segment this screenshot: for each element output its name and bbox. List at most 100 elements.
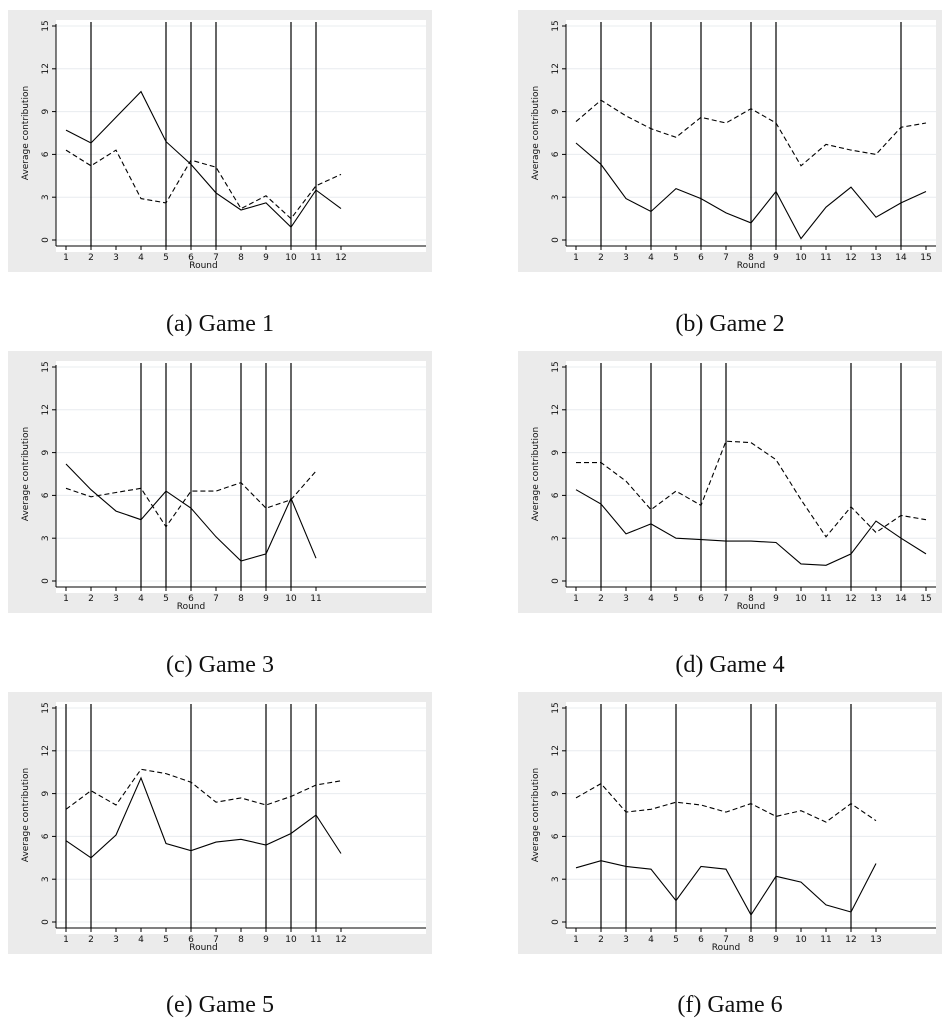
y-axis-title: Average contribution	[531, 86, 541, 180]
solid-series-line	[575, 142, 927, 240]
y-tick-label: 6	[551, 492, 561, 498]
x-tick-label: 4	[648, 935, 654, 945]
x-tick-label: 13	[870, 253, 881, 263]
chart-panel: 0 3 6 9 12 15 1 2 3 4 5 6 7 8 9 10 11 12 13 14 15 Round Averag…	[518, 351, 942, 613]
x-tick-label: 14	[895, 253, 907, 263]
y-tick-label: 6	[41, 151, 51, 157]
x-tick-label: 3	[623, 253, 629, 263]
x-axis-title: Round	[177, 602, 205, 612]
plot-area	[56, 20, 426, 252]
x-tick-label: 4	[138, 935, 144, 945]
x-tick-label: 10	[795, 935, 807, 945]
chart-caption: (e) Game 5	[166, 992, 274, 1018]
x-tick-label: 6	[698, 594, 704, 604]
x-tick-label: 3	[623, 594, 629, 604]
y-tick-label: 0	[551, 578, 561, 584]
x-tick-label: 5	[673, 935, 679, 945]
y-tick-label: 15	[551, 702, 561, 713]
x-tick-label: 10	[795, 594, 807, 604]
dashed-series-line	[575, 99, 927, 167]
x-tick-label: 4	[648, 253, 654, 263]
x-tick-label: 8	[748, 935, 754, 945]
x-tick-label: 4	[138, 253, 144, 263]
x-tick-label: 1	[63, 935, 69, 945]
y-tick-label: 15	[41, 702, 51, 713]
x-tick-label: 11	[310, 935, 321, 945]
y-axis-title: Average contribution	[21, 768, 31, 862]
x-tick-label: 10	[285, 594, 297, 604]
x-tick-label: 9	[773, 935, 779, 945]
x-tick-label: 5	[163, 253, 169, 263]
x-tick-label: 10	[795, 253, 807, 263]
x-tick-label: 8	[238, 253, 244, 263]
y-tick-label: 0	[41, 578, 51, 584]
y-tick-label: 15	[551, 20, 561, 31]
y-axis-title: Average contribution	[21, 427, 31, 521]
y-tick-label: 3	[41, 876, 51, 882]
x-tick-label: 8	[238, 594, 244, 604]
x-tick-label: 5	[673, 253, 679, 263]
y-tick-label: 0	[551, 919, 561, 925]
x-tick-label: 12	[845, 935, 856, 945]
chart-panel: 0 3 6 9 12 15 1 2 3 4 5 6 7 8 9 10 11 Round Average contri…	[8, 351, 432, 613]
x-tick-label: 11	[820, 935, 831, 945]
x-tick-label: 10	[285, 253, 297, 263]
y-tick-label: 3	[41, 194, 51, 200]
x-axis-title: Round	[712, 943, 740, 953]
x-tick-label: 15	[920, 594, 931, 604]
solid-series-line	[65, 463, 317, 562]
x-tick-label: 14	[895, 594, 907, 604]
x-tick-label: 12	[845, 594, 856, 604]
y-tick-label: 12	[551, 63, 561, 74]
x-tick-label: 7	[723, 935, 729, 945]
x-tick-label: 8	[748, 253, 754, 263]
x-tick-label: 2	[88, 253, 94, 263]
solid-series-line	[65, 776, 342, 859]
x-tick-label: 1	[573, 594, 579, 604]
dashed-series-line	[65, 149, 342, 220]
x-axis-title: Round	[189, 261, 217, 271]
x-tick-label: 12	[845, 253, 856, 263]
x-tick-label: 5	[163, 594, 169, 604]
solid-series-line	[575, 489, 927, 566]
y-tick-label: 12	[551, 404, 561, 415]
y-tick-label: 9	[41, 108, 51, 114]
y-tick-label: 0	[551, 237, 561, 243]
x-tick-label: 6	[698, 253, 704, 263]
x-tick-label: 1	[63, 253, 69, 263]
y-tick-label: 6	[41, 833, 51, 839]
x-tick-label: 3	[623, 935, 629, 945]
x-tick-label: 9	[263, 594, 269, 604]
x-tick-label: 1	[63, 594, 69, 604]
x-tick-label: 4	[138, 594, 144, 604]
chart-caption: (c) Game 3	[166, 652, 274, 678]
chart-caption: (a) Game 1	[166, 311, 274, 337]
x-tick-label: 9	[773, 594, 779, 604]
chart-caption: (d) Game 4	[675, 652, 785, 678]
x-tick-label: 13	[870, 594, 881, 604]
y-tick-label: 12	[551, 745, 561, 756]
x-tick-label: 2	[598, 253, 604, 263]
x-tick-label: 8	[238, 935, 244, 945]
y-tick-label: 0	[41, 237, 51, 243]
x-tick-label: 6	[698, 935, 704, 945]
solid-series-line	[575, 860, 877, 916]
y-tick-label: 9	[41, 449, 51, 455]
x-tick-label: 2	[598, 935, 604, 945]
x-tick-label: 7	[723, 594, 729, 604]
x-tick-label: 2	[88, 594, 94, 604]
x-tick-label: 2	[598, 594, 604, 604]
chart-caption: (f) Game 6	[677, 992, 783, 1018]
x-tick-label: 15	[920, 253, 931, 263]
x-axis-title: Round	[737, 261, 765, 271]
solid-series-line	[65, 90, 342, 229]
x-tick-label: 6	[188, 253, 194, 263]
x-axis-title: Round	[189, 943, 217, 953]
x-tick-label: 7	[213, 935, 219, 945]
y-tick-label: 9	[551, 108, 561, 114]
y-tick-label: 12	[41, 404, 51, 415]
